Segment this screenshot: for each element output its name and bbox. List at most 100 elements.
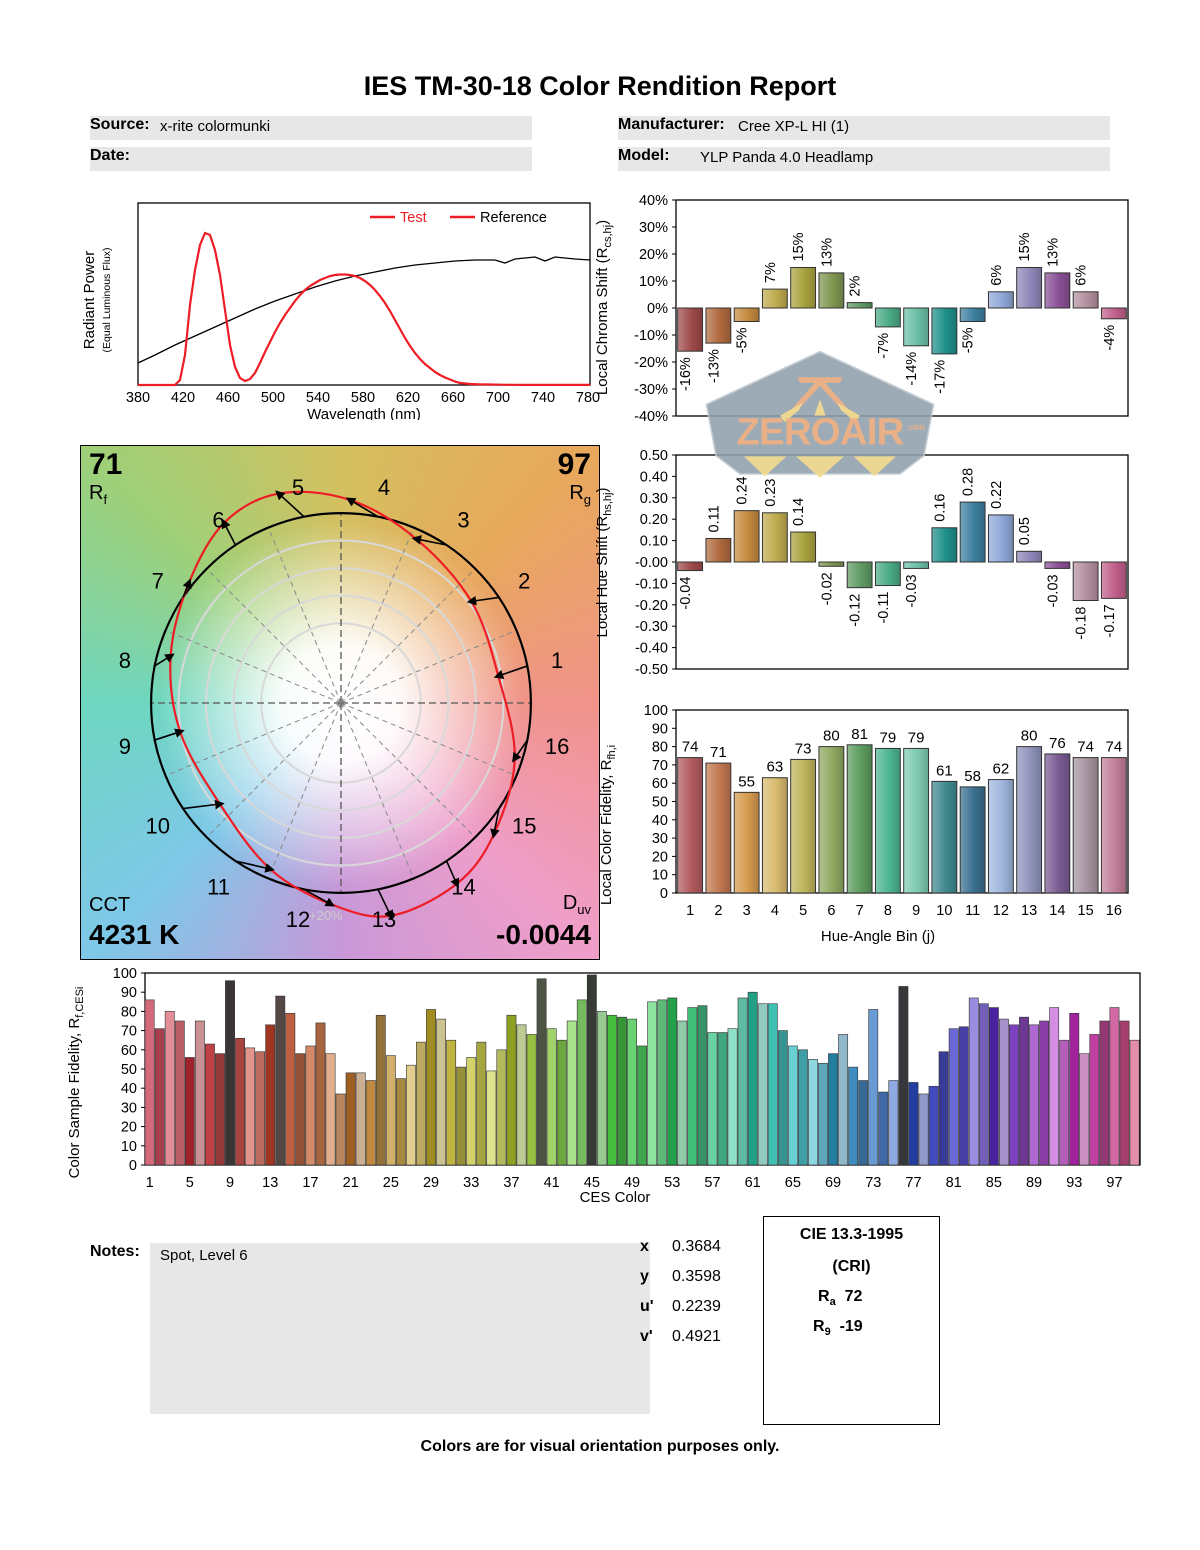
svg-text:0.22: 0.22 [989, 481, 1005, 509]
svg-text:-20%: -20% [634, 355, 668, 371]
svg-text:76: 76 [1049, 735, 1066, 752]
svg-text:-10%: -10% [634, 328, 668, 344]
svg-text:30: 30 [652, 831, 668, 847]
svg-text:420: 420 [171, 390, 195, 406]
svg-text:4: 4 [771, 903, 779, 919]
svg-text:3: 3 [457, 508, 469, 533]
svg-text:74: 74 [1106, 739, 1123, 756]
svg-text:90: 90 [121, 985, 137, 1001]
svg-text:3: 3 [743, 903, 751, 919]
svg-text:-30%: -30% [634, 382, 668, 398]
svg-text:.ORG: .ORG [907, 423, 926, 432]
svg-text:8: 8 [884, 903, 892, 919]
svg-text:-0.12: -0.12 [848, 594, 864, 627]
svg-text:13%: 13% [1045, 238, 1061, 267]
svg-text:Reference: Reference [480, 210, 547, 226]
svg-text:2%: 2% [848, 276, 864, 297]
svg-text:13: 13 [1021, 903, 1037, 919]
svg-text:79: 79 [880, 729, 897, 746]
svg-text:9: 9 [119, 734, 131, 759]
svg-text:Wavelength (nm): Wavelength (nm) [307, 406, 421, 420]
svg-text:0.20: 0.20 [640, 512, 668, 528]
svg-text:70: 70 [121, 1024, 137, 1040]
svg-text:1: 1 [686, 903, 694, 919]
svg-text:30: 30 [121, 1100, 137, 1116]
svg-text:-0.03: -0.03 [904, 574, 920, 607]
svg-text:740: 740 [531, 390, 555, 406]
svg-text:79: 79 [908, 729, 925, 746]
svg-text:0.10: 0.10 [640, 534, 668, 550]
svg-text:63: 63 [767, 759, 784, 776]
svg-text:-0.18: -0.18 [1074, 607, 1090, 640]
svg-text:540: 540 [306, 390, 330, 406]
svg-text:15%: 15% [1017, 232, 1033, 261]
svg-text:100: 100 [113, 966, 137, 982]
svg-text:80: 80 [121, 1004, 137, 1020]
svg-text:0.05: 0.05 [1017, 517, 1033, 545]
svg-text:-0.30: -0.30 [635, 619, 668, 635]
svg-text:7%: 7% [763, 262, 779, 283]
svg-text:11: 11 [965, 903, 980, 919]
svg-text:-0.04: -0.04 [678, 577, 694, 610]
svg-text:460: 460 [216, 390, 240, 406]
svg-text:6%: 6% [989, 265, 1005, 286]
svg-text:15: 15 [1078, 903, 1094, 919]
svg-text:1: 1 [551, 648, 563, 673]
svg-text:16: 16 [1106, 903, 1122, 919]
svg-text:50: 50 [652, 795, 668, 811]
svg-text:7: 7 [856, 903, 864, 919]
svg-text:-0.00: -0.00 [635, 555, 668, 571]
svg-text:13%: 13% [819, 238, 835, 267]
svg-text:80: 80 [823, 728, 840, 745]
svg-text:-0.40: -0.40 [635, 641, 668, 657]
svg-text:90: 90 [652, 721, 668, 737]
svg-text:660: 660 [441, 390, 465, 406]
svg-text:500: 500 [261, 390, 285, 406]
svg-text:62: 62 [993, 761, 1010, 778]
svg-text:71: 71 [710, 744, 727, 761]
svg-text:12: 12 [286, 907, 310, 932]
svg-text:15%: 15% [791, 232, 807, 261]
svg-text:-0.17: -0.17 [1102, 604, 1118, 637]
svg-text:10: 10 [936, 903, 952, 919]
svg-text:40: 40 [121, 1081, 137, 1097]
svg-text:10: 10 [121, 1139, 137, 1155]
svg-text:9: 9 [912, 903, 920, 919]
svg-text:20: 20 [121, 1120, 137, 1136]
svg-text:81: 81 [851, 726, 868, 743]
svg-text:0.11: 0.11 [706, 505, 722, 532]
svg-text:0.24: 0.24 [735, 476, 751, 504]
svg-text:12: 12 [993, 903, 1009, 919]
svg-text:-16%: -16% [678, 357, 694, 391]
svg-text:13: 13 [372, 907, 396, 932]
svg-text:Radiant Power: Radiant Power [81, 251, 98, 349]
svg-text:6: 6 [212, 508, 224, 533]
svg-text:2: 2 [518, 569, 530, 594]
svg-text:-5%: -5% [961, 327, 977, 353]
svg-text:Test: Test [400, 210, 427, 226]
svg-text:60: 60 [652, 776, 668, 792]
svg-text:2: 2 [714, 903, 722, 919]
svg-text:0: 0 [129, 1158, 137, 1174]
svg-text:58: 58 [964, 768, 981, 785]
svg-text:-0.11: -0.11 [876, 592, 892, 624]
svg-text:74: 74 [1077, 739, 1094, 756]
svg-text:10: 10 [146, 813, 170, 838]
svg-text:ZEROAIR: ZEROAIR [736, 410, 903, 453]
svg-text:-4%: -4% [1102, 325, 1118, 351]
svg-text:80: 80 [652, 740, 668, 756]
svg-text:700: 700 [486, 390, 510, 406]
svg-text:61: 61 [936, 762, 953, 779]
svg-text:0.30: 0.30 [640, 491, 668, 507]
svg-text:0.14: 0.14 [791, 498, 807, 526]
svg-text:14: 14 [451, 874, 475, 899]
svg-text:0.40: 0.40 [640, 469, 668, 485]
svg-text:5: 5 [799, 903, 807, 919]
svg-text:60: 60 [121, 1043, 137, 1059]
svg-text:0%: 0% [647, 301, 668, 317]
svg-text:580: 580 [351, 390, 375, 406]
svg-text:40: 40 [652, 813, 668, 829]
svg-text:55: 55 [738, 773, 755, 790]
svg-text:5: 5 [292, 475, 304, 500]
svg-text:11: 11 [207, 874, 230, 899]
